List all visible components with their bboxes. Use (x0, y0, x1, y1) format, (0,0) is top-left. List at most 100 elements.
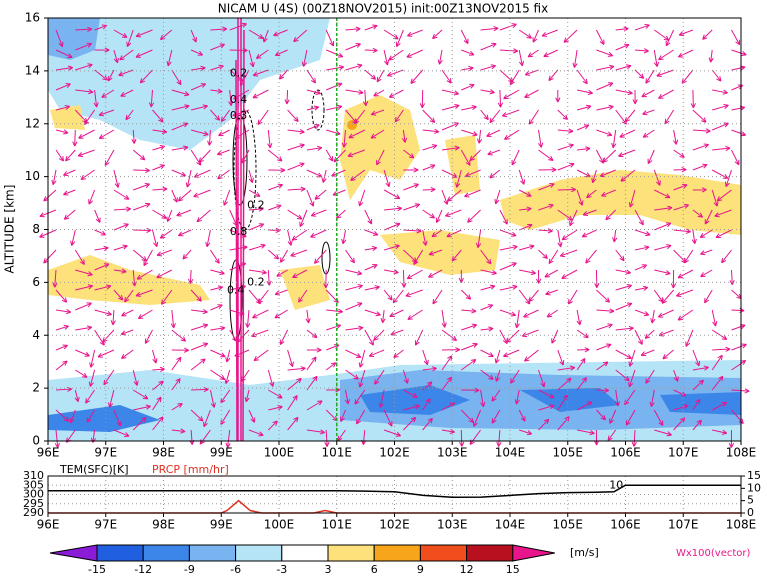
wind-vector (306, 89, 321, 95)
wind-vector (210, 43, 225, 51)
wind-vector (257, 109, 269, 125)
wind-vector (229, 22, 247, 31)
wind-vector (441, 145, 460, 151)
wind-vector (144, 329, 153, 344)
wind-vector (133, 227, 152, 233)
wind-vector (628, 349, 636, 367)
wind-vector (135, 289, 153, 297)
wind-vector (268, 389, 283, 399)
wind-vector (223, 189, 231, 206)
wind-vector (229, 47, 248, 53)
wind-vector (107, 69, 115, 82)
wind-vector (218, 129, 230, 137)
wind-vector (422, 187, 436, 193)
wind-vector (306, 347, 322, 353)
wind-vector (654, 222, 672, 231)
wind-vector (190, 29, 197, 43)
wind-vector (306, 69, 317, 84)
wind-vector (634, 69, 645, 79)
wind-vector (210, 349, 226, 358)
wind-vector (77, 149, 95, 157)
wind-vector (337, 429, 346, 442)
wind-vector (395, 29, 404, 48)
wind-vector (75, 302, 92, 311)
wind-vector (287, 209, 303, 220)
wind-vector (557, 109, 568, 121)
wind-vector (253, 349, 269, 362)
wind-vector (287, 162, 305, 171)
wind-vector (125, 109, 134, 121)
wind-vector (75, 26, 93, 32)
wind-vector (538, 369, 546, 388)
wind-vector (94, 284, 112, 291)
wind-vector (559, 249, 578, 258)
wind-vector (538, 249, 548, 260)
wind-vector (437, 49, 443, 65)
x-tick-label: 102E (379, 446, 410, 460)
wind-vector (85, 389, 96, 404)
x-tick-label: 107E (668, 518, 699, 532)
wind-vector (441, 355, 453, 371)
wind-vector (519, 429, 533, 436)
wind-vector (55, 324, 70, 331)
wind-vector (152, 144, 166, 151)
wind-vector (205, 229, 211, 248)
wind-vector (255, 49, 269, 59)
wind-vector (133, 183, 151, 191)
vector-label: Wx100(vector) (676, 548, 751, 559)
wind-vector (241, 149, 250, 164)
wind-vector (538, 129, 544, 148)
wind-vector (712, 429, 728, 435)
wind-vector (464, 189, 481, 198)
wind-vector (55, 129, 69, 135)
wind-vector (677, 309, 694, 321)
wind-vector (152, 209, 167, 219)
x-tick-label: 104E (495, 518, 526, 532)
wind-vector (634, 23, 650, 31)
wind-vector (185, 169, 192, 188)
wind-vector (152, 186, 168, 192)
wind-vector (191, 308, 208, 315)
wind-vector (480, 326, 494, 332)
wind-vector (519, 244, 535, 251)
wind-vector (70, 229, 76, 246)
wind-vector (576, 124, 590, 131)
x-tick-label: 101E (322, 446, 353, 460)
wind-vector (88, 189, 96, 205)
wind-vector (632, 89, 638, 105)
x-tick-label: 101E (322, 518, 353, 532)
wind-vector (94, 47, 110, 53)
wind-vector (210, 109, 221, 121)
wind-vector (491, 409, 501, 424)
wind-vector (576, 329, 589, 339)
wind-vector (335, 209, 346, 219)
wind-vector (486, 129, 501, 137)
wind-vector (657, 309, 674, 318)
wind-vector (499, 309, 517, 317)
wind-vector (494, 349, 501, 364)
wind-vector (494, 189, 501, 205)
wind-vector (428, 249, 443, 256)
wind-vector (292, 269, 308, 279)
wind-vector (324, 429, 330, 447)
wind-vector (392, 289, 404, 304)
legend-label: TEM(SFC)[K] (59, 463, 129, 476)
wind-vector (171, 428, 186, 434)
wind-vector (712, 346, 731, 352)
wind-vector (596, 289, 611, 303)
wind-vector (557, 394, 569, 411)
wind-vector (519, 223, 533, 231)
wind-vector (653, 169, 661, 186)
wind-vector (268, 227, 281, 233)
wind-vector (306, 145, 323, 151)
wind-vector (665, 29, 675, 47)
wind-vector (510, 369, 520, 384)
wind-vector (310, 209, 327, 217)
wind-vector (171, 104, 190, 111)
wind-vector (654, 205, 673, 211)
wind-vector (326, 324, 342, 331)
wind-vector (171, 378, 181, 391)
wind-vector (576, 189, 584, 206)
wind-vector (348, 129, 366, 139)
y-axis-label: ALTITUDE [km] (3, 185, 17, 274)
